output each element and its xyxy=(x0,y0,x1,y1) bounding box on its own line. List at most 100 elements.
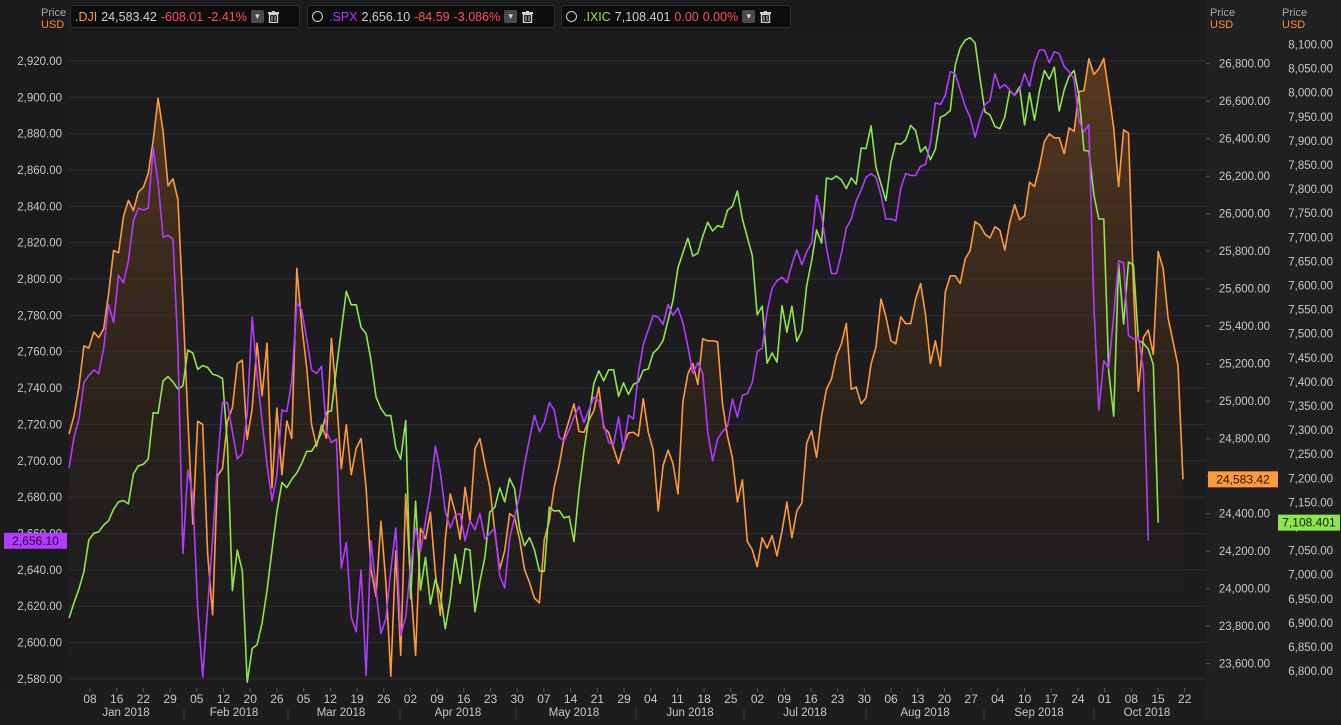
x-tick-label: 26 xyxy=(270,692,284,706)
clock-icon xyxy=(566,11,577,22)
spx-price: 2,656.10 xyxy=(361,9,411,24)
chevron-down-icon[interactable]: ▾ xyxy=(250,10,264,23)
left-tick-label: 2,900.00 xyxy=(17,92,62,104)
left-tick-label: 2,580.00 xyxy=(17,674,62,686)
right-axis-panel xyxy=(1206,0,1341,720)
mid-tick-label: 26,600.00 xyxy=(1219,96,1270,108)
x-tick-label: 12 xyxy=(324,692,338,706)
right-tick-label: 6,850.00 xyxy=(1288,642,1333,654)
right-axis-title: Price USD xyxy=(1282,7,1307,31)
spx-symbol: .SPX xyxy=(329,9,358,24)
month-label: Apr 2018 xyxy=(435,707,482,719)
x-axis-panel xyxy=(0,688,1206,720)
right-tick-label: 7,400.00 xyxy=(1288,377,1333,389)
right-tick-label: 7,000.00 xyxy=(1288,570,1333,582)
x-tick-label: 26 xyxy=(377,692,391,706)
mid-tick-label: 25,000.00 xyxy=(1219,396,1270,408)
mid-tick-label: 25,400.00 xyxy=(1219,321,1270,333)
mid-tick-label: 24,200.00 xyxy=(1219,546,1270,558)
x-tick-label: 21 xyxy=(591,692,605,706)
legend-item-spx[interactable]: .SPX 2,656.10 -84.59 -3.086% ▾ xyxy=(307,5,555,28)
ixic-line xyxy=(68,36,1159,683)
right-tick-label: 7,650.00 xyxy=(1288,256,1333,268)
x-tick-label: 23 xyxy=(831,692,845,706)
left-tick-label: 2,860.00 xyxy=(17,165,62,177)
mid-tick-label: 25,600.00 xyxy=(1219,284,1270,296)
spx-line xyxy=(68,49,1150,678)
x-tick-label: 22 xyxy=(1178,692,1192,706)
month-label: Jan 2018 xyxy=(102,707,149,719)
x-tick-label: 02 xyxy=(404,692,418,706)
dji-price: 24,583.42 xyxy=(101,9,157,24)
mid-tick-label: 25,200.00 xyxy=(1219,359,1270,371)
x-tick-label: 23 xyxy=(484,692,498,706)
chevron-down-icon[interactable]: ▾ xyxy=(504,10,518,23)
right-tick-label: 7,600.00 xyxy=(1288,280,1333,292)
x-tick-label: 05 xyxy=(297,692,311,706)
x-tick-label: 02 xyxy=(751,692,765,706)
left-tick-label: 2,840.00 xyxy=(17,201,62,213)
right-tick-label: 7,800.00 xyxy=(1288,184,1333,196)
left-tick-label: 2,720.00 xyxy=(17,419,62,431)
dji-change: -608.01 xyxy=(160,9,204,24)
right-tick-label: 7,150.00 xyxy=(1288,497,1333,509)
left-tick-label: 2,820.00 xyxy=(17,238,62,250)
mid-tick-label: 26,400.00 xyxy=(1219,134,1270,146)
x-tick-label: 08 xyxy=(1125,692,1139,706)
dji-area xyxy=(69,58,1183,688)
trash-icon[interactable] xyxy=(268,10,280,23)
left-tick-label: 2,880.00 xyxy=(17,129,62,141)
dji-change-pct: -2.41% xyxy=(207,9,247,24)
mid-tick-label: 24,400.00 xyxy=(1219,509,1270,521)
x-tick-label: 07 xyxy=(537,692,551,706)
mid-tick-label: 26,000.00 xyxy=(1219,209,1270,221)
chevron-down-icon[interactable]: ▾ xyxy=(742,10,756,23)
x-tick-label: 10 xyxy=(1018,692,1032,706)
legend-item-dji[interactable]: .DJI 24,583.42 -608.01 -2.41% ▾ xyxy=(70,5,300,28)
left-axis-title: Price USD xyxy=(41,7,66,31)
ixic-change: 0.00 xyxy=(674,9,699,24)
x-tick-label: 25 xyxy=(724,692,738,706)
x-tick-label: 20 xyxy=(938,692,952,706)
left-tick-label: 2,740.00 xyxy=(17,383,62,395)
trash-icon[interactable] xyxy=(521,10,533,23)
mid-tick-label: 23,600.00 xyxy=(1219,659,1270,671)
right-tick-label: 7,350.00 xyxy=(1288,401,1333,413)
left-axis-price-label: Price xyxy=(41,7,67,19)
right-tick-label: 7,550.00 xyxy=(1288,305,1333,317)
left-tick-label: 2,780.00 xyxy=(17,310,62,322)
x-tick-label: 04 xyxy=(644,692,658,706)
legend-item-ixic[interactable]: .IXIC 7,108.401 0.00 0.00% ▾ xyxy=(561,5,791,28)
x-tick-label: 16 xyxy=(110,692,124,706)
left-tick-label: 2,800.00 xyxy=(17,274,62,286)
ixic-symbol: .IXIC xyxy=(583,9,611,24)
right-tick-label: 7,900.00 xyxy=(1288,136,1333,148)
dji-symbol: .DJI xyxy=(75,9,98,24)
mid-axis-currency-label: USD xyxy=(1210,19,1234,31)
x-tick-label: 09 xyxy=(778,692,792,706)
right-tick-label: 7,850.00 xyxy=(1288,160,1333,172)
right-tick-label: 7,500.00 xyxy=(1288,329,1333,341)
trash-icon[interactable] xyxy=(759,10,771,23)
dji-line xyxy=(68,57,1184,677)
right-tick-label: 8,100.00 xyxy=(1288,39,1333,51)
spx-last-value: 2,656.10 xyxy=(12,534,59,548)
spx-change-pct: -3.086% xyxy=(453,9,501,24)
dji-last-value-bg xyxy=(1208,471,1278,488)
x-tick-label: 13 xyxy=(911,692,925,706)
right-tick-label: 7,950.00 xyxy=(1288,112,1333,124)
clock-icon xyxy=(312,11,323,22)
spx-last-value-bg xyxy=(4,532,67,549)
x-tick-label: 20 xyxy=(244,692,258,706)
ixic-last-value-bg xyxy=(1278,514,1340,531)
right-tick-label: 7,750.00 xyxy=(1288,208,1333,220)
left-axis-currency-label: USD xyxy=(41,19,65,31)
right-tick-label: 7,200.00 xyxy=(1288,473,1333,485)
x-tick-label: 22 xyxy=(137,692,151,706)
x-tick-label: 24 xyxy=(1071,692,1085,706)
x-tick-label: 18 xyxy=(697,692,711,706)
right-tick-label: 7,300.00 xyxy=(1288,425,1333,437)
x-tick-label: 01 xyxy=(1098,692,1112,706)
right-tick-label: 8,050.00 xyxy=(1288,64,1333,76)
